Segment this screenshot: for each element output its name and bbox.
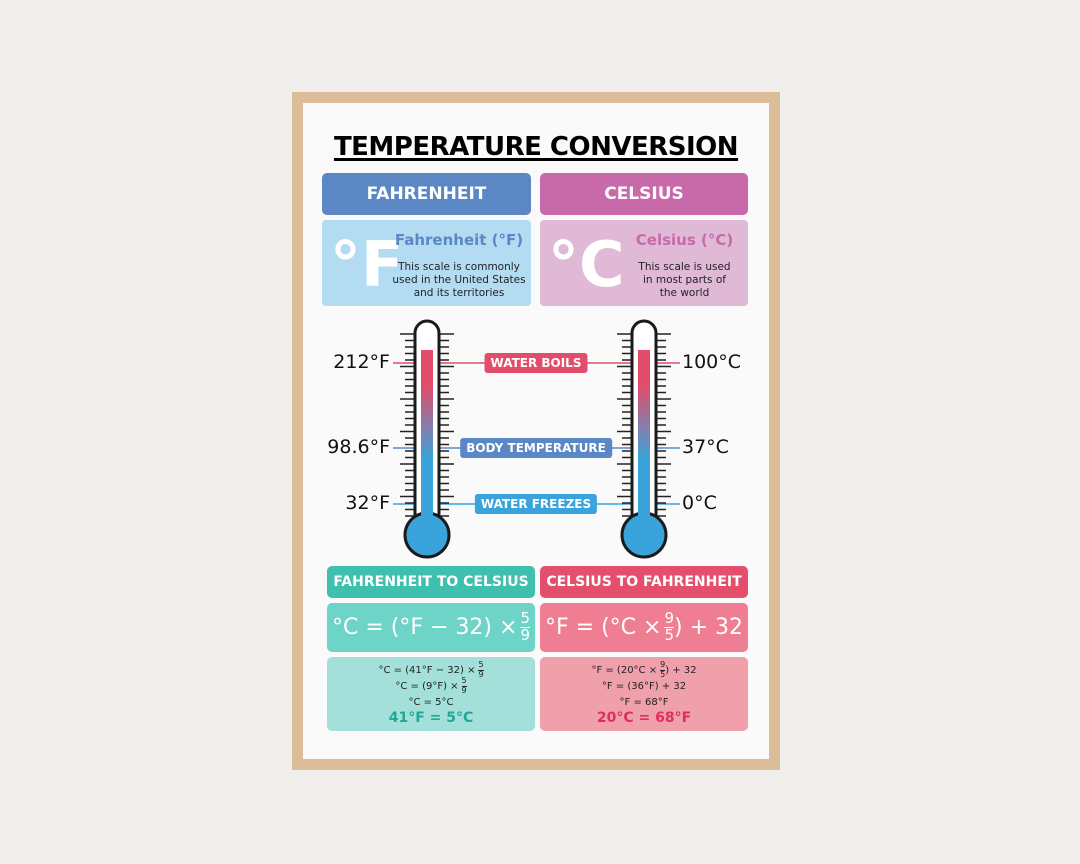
symbol: °C (548, 228, 625, 301)
point-label: BODY TEMPERATURE (460, 438, 612, 458)
mercury (421, 350, 433, 530)
expr-after: ) + 32 (674, 615, 743, 640)
denominator: 5 (664, 626, 674, 644)
expr-text: °C = (41°F − 32) × (378, 664, 476, 676)
description-line: the world (659, 287, 710, 299)
celsius-label: 0°C (682, 492, 717, 514)
example-result: 41°F = 5°C (388, 710, 474, 726)
description-line: in most parts of (643, 274, 726, 286)
point-label: WATER FREEZES (474, 494, 598, 514)
fahrenheit-label: 98.6°F (327, 436, 390, 458)
celsius-label: 100°C (682, 351, 742, 373)
title: TEMPERATURE CONVERSION (333, 132, 739, 162)
description-line: This scale is commonly (398, 261, 520, 273)
expr-text: °F = (36°F) + 32 (601, 680, 687, 692)
c-to-f-example: °F = (20°C × 9 5) + 32 °F = (36°F) + 32 °F =… (540, 657, 748, 731)
expr-text: °F = 68°F (619, 696, 669, 708)
example-line: °C = 5°C (327, 694, 535, 710)
description-line: This scale is used (638, 261, 731, 273)
example-line: °F = (36°F) + 32 (540, 678, 748, 694)
f-to-c-formula: °C = (°F − 32) × 5 9 (327, 603, 535, 652)
expr-text: °C = (°F − 32) × (332, 615, 518, 640)
fahrenheit-label: 212°F (333, 351, 390, 373)
f-to-c-example: °C = (41°F − 32) × 5 9 °C = (9°F) × 5 9 °C = 5… (327, 657, 535, 731)
numerator: 9 (660, 660, 666, 670)
numerator: 5 (461, 676, 467, 686)
c-to-f-formula: °F = (°C × 9 5) + 32 (540, 603, 748, 652)
point-label: WATER BOILS (484, 353, 588, 373)
scale-name: Fahrenheit (°F) (394, 231, 524, 249)
expr-text: °C = (9°F) × (395, 680, 459, 692)
fahrenheit-header: FAHRENHEIT (322, 173, 531, 215)
symbol: °F (330, 228, 404, 301)
example-line: °C = (41°F − 32) × 5 9 (327, 660, 535, 679)
celsius-info: °C Celsius (°C) This scale is used in mos… (540, 220, 748, 306)
description-line: and its territories (413, 287, 505, 299)
expr-after: ) + 32 (665, 664, 697, 676)
f-to-c-header: FAHRENHEIT TO CELSIUS (327, 566, 535, 598)
expr-text: °F = (°C × (545, 615, 662, 640)
denominator: 9 (478, 669, 484, 679)
description: This scale is used in most parts of the wo… (622, 261, 747, 300)
denominator: 9 (461, 685, 467, 695)
c-to-f-header: CELSIUS TO FAHRENHEIT (540, 566, 748, 598)
denominator: 9 (520, 626, 530, 644)
scale-name: Celsius (°C) (635, 231, 734, 249)
description-line: used in the United States (392, 274, 526, 286)
denominator: 5 (660, 669, 666, 679)
numerator: 5 (478, 660, 484, 670)
example-result: 20°C = 68°F (596, 710, 692, 726)
numerator: 9 (664, 609, 674, 628)
expr-text: °F = (20°C × (591, 664, 658, 676)
mercury (638, 350, 650, 530)
celsius-label: 37°C (682, 436, 729, 458)
example-line: °F = 68°F (540, 694, 748, 710)
expr-text: °C = 5°C (408, 696, 454, 708)
numerator: 5 (520, 609, 530, 628)
fahrenheit-label: 32°F (345, 492, 390, 514)
description: This scale is commonly used in the United… (390, 261, 528, 300)
fahrenheit-info: °F Fahrenheit (°F) This scale is commonl… (322, 220, 531, 306)
example-line: °C = (9°F) × 5 9 (327, 676, 535, 695)
example-line: °F = (20°C × 9 5) + 32 (540, 660, 748, 679)
celsius-header: CELSIUS (540, 173, 748, 215)
